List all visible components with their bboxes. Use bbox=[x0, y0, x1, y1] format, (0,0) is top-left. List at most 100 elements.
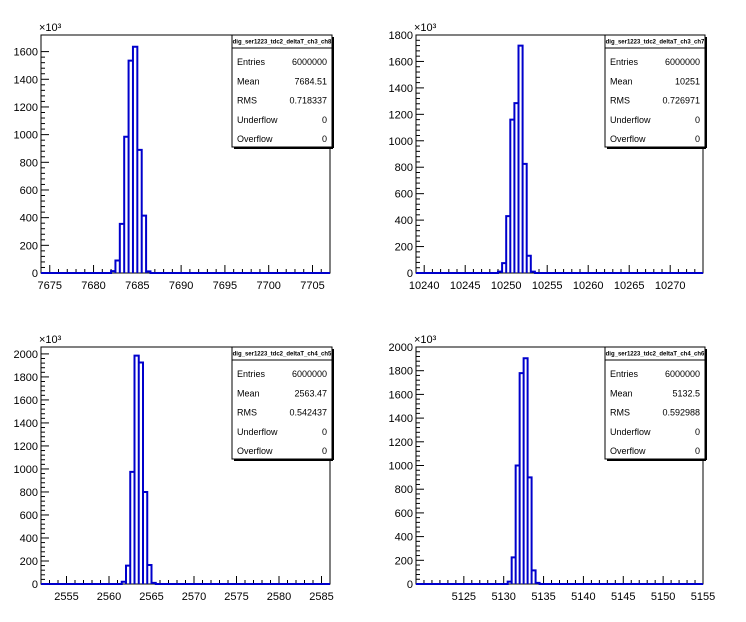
y-tick-label: 400 bbox=[20, 213, 38, 225]
y-tick-label: 600 bbox=[395, 189, 413, 201]
stats-label: Overflow bbox=[237, 134, 273, 144]
x-tick-label: 7690 bbox=[169, 280, 193, 292]
x-tick-label: 10270 bbox=[655, 280, 686, 292]
stats-value: 0.718337 bbox=[289, 96, 327, 106]
stats-label: Overflow bbox=[237, 446, 273, 456]
y-tick-label: 400 bbox=[20, 533, 38, 545]
y-tick-label: 1600 bbox=[14, 395, 38, 407]
x-tick-label: 5150 bbox=[651, 591, 675, 603]
y-tick-label: 1200 bbox=[389, 437, 413, 449]
stats-label: Entries bbox=[237, 57, 266, 67]
y-tick-label: 1600 bbox=[389, 56, 413, 68]
x-tick-label: 5140 bbox=[571, 591, 595, 603]
histogram-panel-4: 0 200 400 600 800 1000 1200 1400 1600 1800 2000×10… bbox=[389, 334, 716, 603]
y-tick-label: 1400 bbox=[389, 83, 413, 95]
x-tick-label: 7685 bbox=[125, 280, 149, 292]
x-tick-label: 2580 bbox=[267, 591, 291, 603]
x-tick-label: 2555 bbox=[54, 591, 78, 603]
stats-value: 6000000 bbox=[292, 57, 327, 67]
stats-value: 0.592988 bbox=[662, 408, 700, 418]
x-tick-label: 10245 bbox=[450, 280, 481, 292]
x-tick-label: 5145 bbox=[611, 591, 635, 603]
histogram-title: dig_ser1223_tdc2_deltaT_ch3_ch8 bbox=[233, 40, 332, 46]
y-tick-label: 200 bbox=[20, 240, 38, 252]
x-tick-label: 10250 bbox=[491, 280, 522, 292]
stats-label: Overflow bbox=[610, 446, 646, 456]
y-tick-label: 400 bbox=[395, 215, 413, 227]
y-tick-label: 1200 bbox=[389, 109, 413, 121]
stats-label: RMS bbox=[237, 96, 257, 106]
x-tick-label: 7675 bbox=[38, 280, 62, 292]
y-tick-label: 1400 bbox=[389, 413, 413, 425]
stats-label: Entries bbox=[610, 369, 639, 379]
y-tick-label: 1200 bbox=[14, 441, 38, 453]
y-tick-label: 1600 bbox=[389, 389, 413, 401]
stats-value: 10251 bbox=[675, 76, 700, 86]
y-tick-label: 1000 bbox=[389, 136, 413, 148]
y-tick-label: 800 bbox=[395, 484, 413, 496]
y-tick-label: 200 bbox=[395, 242, 413, 254]
x-tick-label: 5125 bbox=[452, 591, 476, 603]
y-tick-label: 1800 bbox=[389, 30, 413, 42]
stats-box bbox=[231, 346, 333, 460]
y-tick-label: 1800 bbox=[389, 366, 413, 378]
y-tick-label: 600 bbox=[20, 510, 38, 522]
histogram-panel-1: 0 200 400 600 800 1000 1200 1400 1600 ×10³ 7675 768… bbox=[14, 22, 334, 292]
y-exponent-label: ×10³ bbox=[414, 334, 437, 346]
stats-label: Underflow bbox=[610, 427, 651, 437]
stats-value: 6000000 bbox=[665, 57, 700, 67]
y-tick-label: 400 bbox=[395, 532, 413, 544]
x-tick-label: 5155 bbox=[691, 591, 715, 603]
x-tick-label: 10260 bbox=[573, 280, 604, 292]
stats-value: 7684.51 bbox=[294, 76, 327, 86]
y-exponent-label: ×10³ bbox=[39, 334, 62, 346]
x-tick-label: 10255 bbox=[532, 280, 563, 292]
y-tick-label: 1000 bbox=[389, 461, 413, 473]
stats-value: 0 bbox=[695, 427, 700, 437]
y-tick-label: 1400 bbox=[14, 74, 38, 86]
x-tick-label: 7705 bbox=[300, 280, 324, 292]
x-tick-label: 5130 bbox=[491, 591, 515, 603]
histogram-line bbox=[41, 354, 330, 585]
stats-value: 5132.5 bbox=[672, 388, 700, 398]
y-tick-label: 600 bbox=[20, 185, 38, 197]
stats-value: 0 bbox=[322, 134, 327, 144]
y-tick-label: 2000 bbox=[14, 349, 38, 361]
y-tick-label: 800 bbox=[20, 157, 38, 169]
stats-value: 2563.47 bbox=[294, 388, 327, 398]
x-tick-label: 2585 bbox=[309, 591, 333, 603]
histogram-line bbox=[416, 44, 703, 274]
y-tick-label: 200 bbox=[20, 556, 38, 568]
histogram-line bbox=[41, 45, 330, 274]
x-tick-label: 7695 bbox=[213, 280, 237, 292]
stats-value: 0 bbox=[322, 446, 327, 456]
histogram-title: dig_ser1223_tdc2_deltaT_ch4_ch5 bbox=[233, 352, 332, 358]
y-tick-label: 0 bbox=[407, 579, 413, 591]
stats-value: 0 bbox=[695, 446, 700, 456]
histogram-panel-3: 0 200 400 600 800 1000 1200 1400 1600 1800 2000×10… bbox=[14, 334, 334, 603]
y-tick-label: 0 bbox=[32, 579, 38, 591]
stats-label: Underflow bbox=[237, 115, 278, 125]
x-tick-label: 2575 bbox=[224, 591, 248, 603]
y-tick-label: 1800 bbox=[14, 372, 38, 384]
stats-label: RMS bbox=[237, 408, 257, 418]
stats-box bbox=[231, 34, 333, 148]
stats-value: 6000000 bbox=[292, 369, 327, 379]
stats-value: 0 bbox=[322, 427, 327, 437]
histogram-title: dig_ser1223_tdc2_deltaT_ch3_ch7 bbox=[606, 40, 705, 46]
y-exponent-label: ×10³ bbox=[414, 22, 437, 34]
stats-box bbox=[604, 34, 706, 148]
stats-label: Mean bbox=[237, 388, 260, 398]
y-tick-label: 1200 bbox=[14, 102, 38, 114]
y-tick-label: 1000 bbox=[14, 464, 38, 476]
stats-label: RMS bbox=[610, 96, 630, 106]
x-tick-label: 10240 bbox=[409, 280, 440, 292]
y-tick-label: 0 bbox=[407, 268, 413, 280]
stats-label: Entries bbox=[237, 369, 266, 379]
stats-value: 6000000 bbox=[665, 369, 700, 379]
histogram-title: dig_ser1223_tdc2_deltaT_ch4_ch6 bbox=[606, 352, 705, 358]
histogram-panel-2: 0 200 400 600 800 1000 1200 1400 1600 1800×10³ 102… bbox=[389, 22, 707, 292]
y-tick-label: 800 bbox=[395, 162, 413, 174]
x-tick-label: 7700 bbox=[256, 280, 280, 292]
stats-label: Mean bbox=[610, 76, 633, 86]
